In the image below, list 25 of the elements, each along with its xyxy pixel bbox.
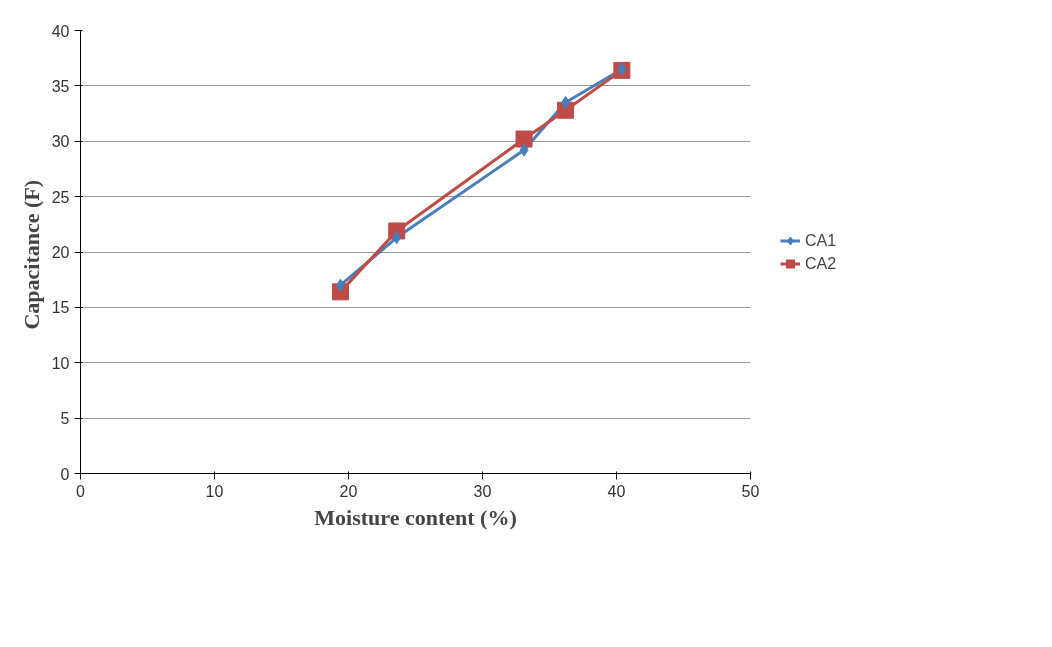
y-tick-label: 20: [51, 244, 70, 261]
x-tick-label: 40: [607, 482, 626, 500]
y-axis-title: Capacitance (F): [18, 179, 44, 330]
x-tick-label: 10: [205, 482, 224, 500]
x-axis-title: Moisture content (%): [314, 504, 517, 530]
y-tick-label: 10: [51, 354, 70, 372]
point: [335, 278, 345, 292]
legend-label: CA1: [805, 231, 837, 249]
point: [617, 62, 627, 76]
y-tick-label: 0: [60, 465, 70, 483]
y-tick-label: 25: [51, 188, 70, 206]
y-tick-label: 5: [60, 410, 70, 428]
y-tick-label: 35: [51, 77, 70, 95]
point: [515, 130, 533, 148]
x-tick-label: 0: [76, 482, 86, 500]
point: [519, 143, 529, 157]
y-tick-label: 30: [51, 133, 70, 151]
y-tick-label: 15: [51, 299, 70, 317]
point: [561, 95, 571, 109]
point: [392, 231, 402, 245]
x-tick-label: 20: [339, 482, 358, 500]
x-tick-label: 30: [473, 482, 492, 500]
x-tick-label: 50: [741, 482, 760, 500]
y-tick-label: 40: [51, 22, 70, 40]
legend-label: CA2: [805, 254, 837, 272]
